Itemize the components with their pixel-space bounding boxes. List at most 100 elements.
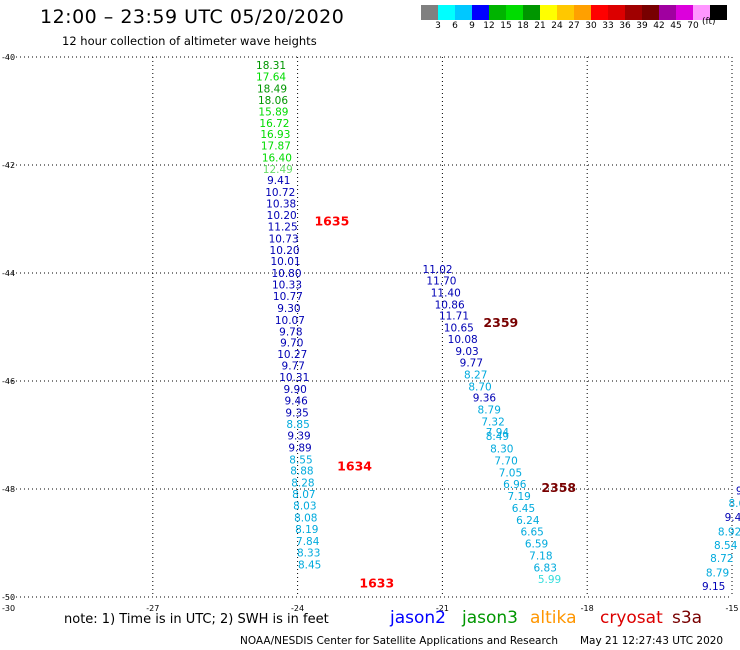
wave-height-point: 8.03	[293, 501, 316, 513]
y-tick-label: -44	[2, 269, 15, 278]
wave-height-point: 6.24	[516, 515, 540, 527]
wave-height-point: 10.77	[273, 291, 303, 303]
color-scale-box	[608, 5, 625, 20]
wave-height-point: 8.92	[718, 527, 740, 539]
wave-height-point: 18.49	[257, 83, 287, 95]
color-scale-box	[455, 5, 472, 20]
color-scale-box	[659, 5, 676, 20]
wave-height-point: 11.71	[439, 311, 469, 323]
x-tick-label: -18	[581, 604, 594, 613]
chart-subtitle: 12 hour collection of altimeter wave hei…	[62, 34, 317, 48]
footer-credit: NOAA/NESDIS Center for Satellite Applica…	[240, 635, 558, 647]
wave-height-point: 9.70	[280, 338, 303, 350]
color-scale-label: 18	[517, 21, 529, 31]
wave-height-point: 8.79	[706, 568, 729, 580]
wave-height-point: 16.72	[259, 118, 289, 130]
y-tick-label: -48	[2, 485, 15, 494]
color-scale: 3 6 9 12 15 18 21 24 27 30 33 36 39 42 45 70	[421, 5, 740, 34]
wave-height-point: 8.55	[289, 454, 312, 466]
wave-height-point: 8.49	[486, 431, 509, 443]
wave-height-point: 6.45	[512, 503, 535, 515]
wave-height-point: 7.19	[507, 491, 530, 503]
wave-height-point: 8.6	[728, 498, 740, 510]
chart-title: 12:00 – 23:59 UTC 05/20/2020	[40, 6, 345, 28]
wave-height-point: 8.79	[478, 405, 501, 417]
legend-altika: altika	[530, 608, 577, 628]
wave-height-point: 10.01	[271, 256, 301, 268]
wave-height-point: 11.40	[431, 287, 461, 299]
color-scale-label: 6	[452, 21, 458, 31]
wave-height-point: 10.31	[279, 372, 309, 384]
wave-height-point: 9.46	[284, 395, 308, 407]
wave-height-point: 8.85	[286, 419, 309, 431]
color-scale-box	[421, 5, 438, 20]
pass-time-label: 1635	[314, 214, 349, 229]
pass-time-label: 1633	[359, 576, 394, 591]
wave-height-point: 10.20	[270, 245, 300, 257]
color-scale-box	[506, 5, 523, 20]
color-scale-box	[676, 5, 693, 20]
wave-height-point: 9.41	[267, 175, 290, 187]
wave-height-point: 9.30	[277, 303, 300, 315]
color-scale-box	[438, 5, 455, 20]
color-scale-box	[523, 5, 540, 20]
x-tick-label: -21	[436, 604, 449, 613]
wave-height-point: 10.73	[269, 233, 299, 245]
color-scale-label: 27	[568, 21, 580, 31]
wave-height-point: 16.93	[260, 129, 290, 141]
wave-height-point: 6.83	[534, 562, 557, 574]
color-scale-label: 39	[636, 21, 648, 31]
wave-height-point: 7.70	[494, 455, 517, 467]
wave-height-point: 9.77	[460, 358, 483, 370]
wave-height-point: 16.40	[262, 152, 292, 164]
color-scale-label: 21	[534, 21, 546, 31]
y-tick-label: -40	[2, 53, 15, 62]
x-tick-label: -30	[2, 604, 15, 613]
wave-height-point: 10.27	[277, 349, 307, 361]
color-scale-label: 15	[500, 21, 512, 31]
wave-height-point: 10.38	[266, 198, 296, 210]
wave-height-point: 11.25	[268, 222, 298, 234]
color-scale-boxes	[421, 5, 740, 20]
footer-timestamp: May 21 12:27:43 UTC 2020	[580, 635, 724, 647]
color-scale-label: 70	[687, 21, 699, 31]
color-scale-label: 45	[670, 21, 682, 31]
wave-height-point: 8.30	[490, 444, 513, 456]
wave-height-point: 9.4	[725, 512, 740, 524]
pass-time-label: 2358	[541, 480, 576, 495]
wave-height-point: 5.99	[538, 574, 561, 586]
wave-height-point: 9.78	[279, 326, 302, 338]
legend-s3a: s3a	[672, 608, 703, 628]
wave-height-point: 7.84	[296, 536, 320, 548]
legend-jason3: jason3	[462, 608, 518, 628]
color-scale-label: 3	[435, 21, 441, 31]
wave-height-point: 6.96	[503, 479, 527, 491]
wave-height-point: 18.31	[256, 60, 286, 72]
color-scale-label: 30	[585, 21, 597, 31]
color-scale-label: 24	[551, 21, 563, 31]
wave-height-point: 8.07	[292, 489, 315, 501]
wave-height-point: 10.86	[435, 299, 465, 311]
wave-height-point: 8.45	[298, 560, 321, 572]
legend-jason2: jason2	[390, 608, 446, 628]
wave-height-point: 9.39	[287, 431, 310, 443]
wave-height-point: 10.65	[444, 323, 474, 335]
wave-height-point: 10.08	[448, 334, 478, 346]
color-scale-box	[557, 5, 574, 20]
color-scale-box	[693, 5, 710, 20]
wave-height-point: 10.72	[265, 187, 295, 199]
wave-height-point: 10.33	[272, 279, 302, 291]
wave-height-point: 12.49	[263, 164, 293, 176]
wave-height-point: 9.90	[283, 384, 306, 396]
wave-height-point: 8.19	[295, 524, 318, 536]
y-tick-label: -46	[2, 377, 15, 386]
wave-height-point: 10.07	[275, 315, 305, 327]
wave-height-point: 8.33	[297, 548, 320, 560]
wave-height-point: 8.70	[468, 381, 491, 393]
color-scale-label: 12	[483, 21, 495, 31]
color-scale-label: 42	[653, 21, 665, 31]
wave-height-point: 7.94	[486, 427, 510, 439]
wave-height-point: 11.02	[423, 264, 453, 276]
color-scale-box	[489, 5, 506, 20]
